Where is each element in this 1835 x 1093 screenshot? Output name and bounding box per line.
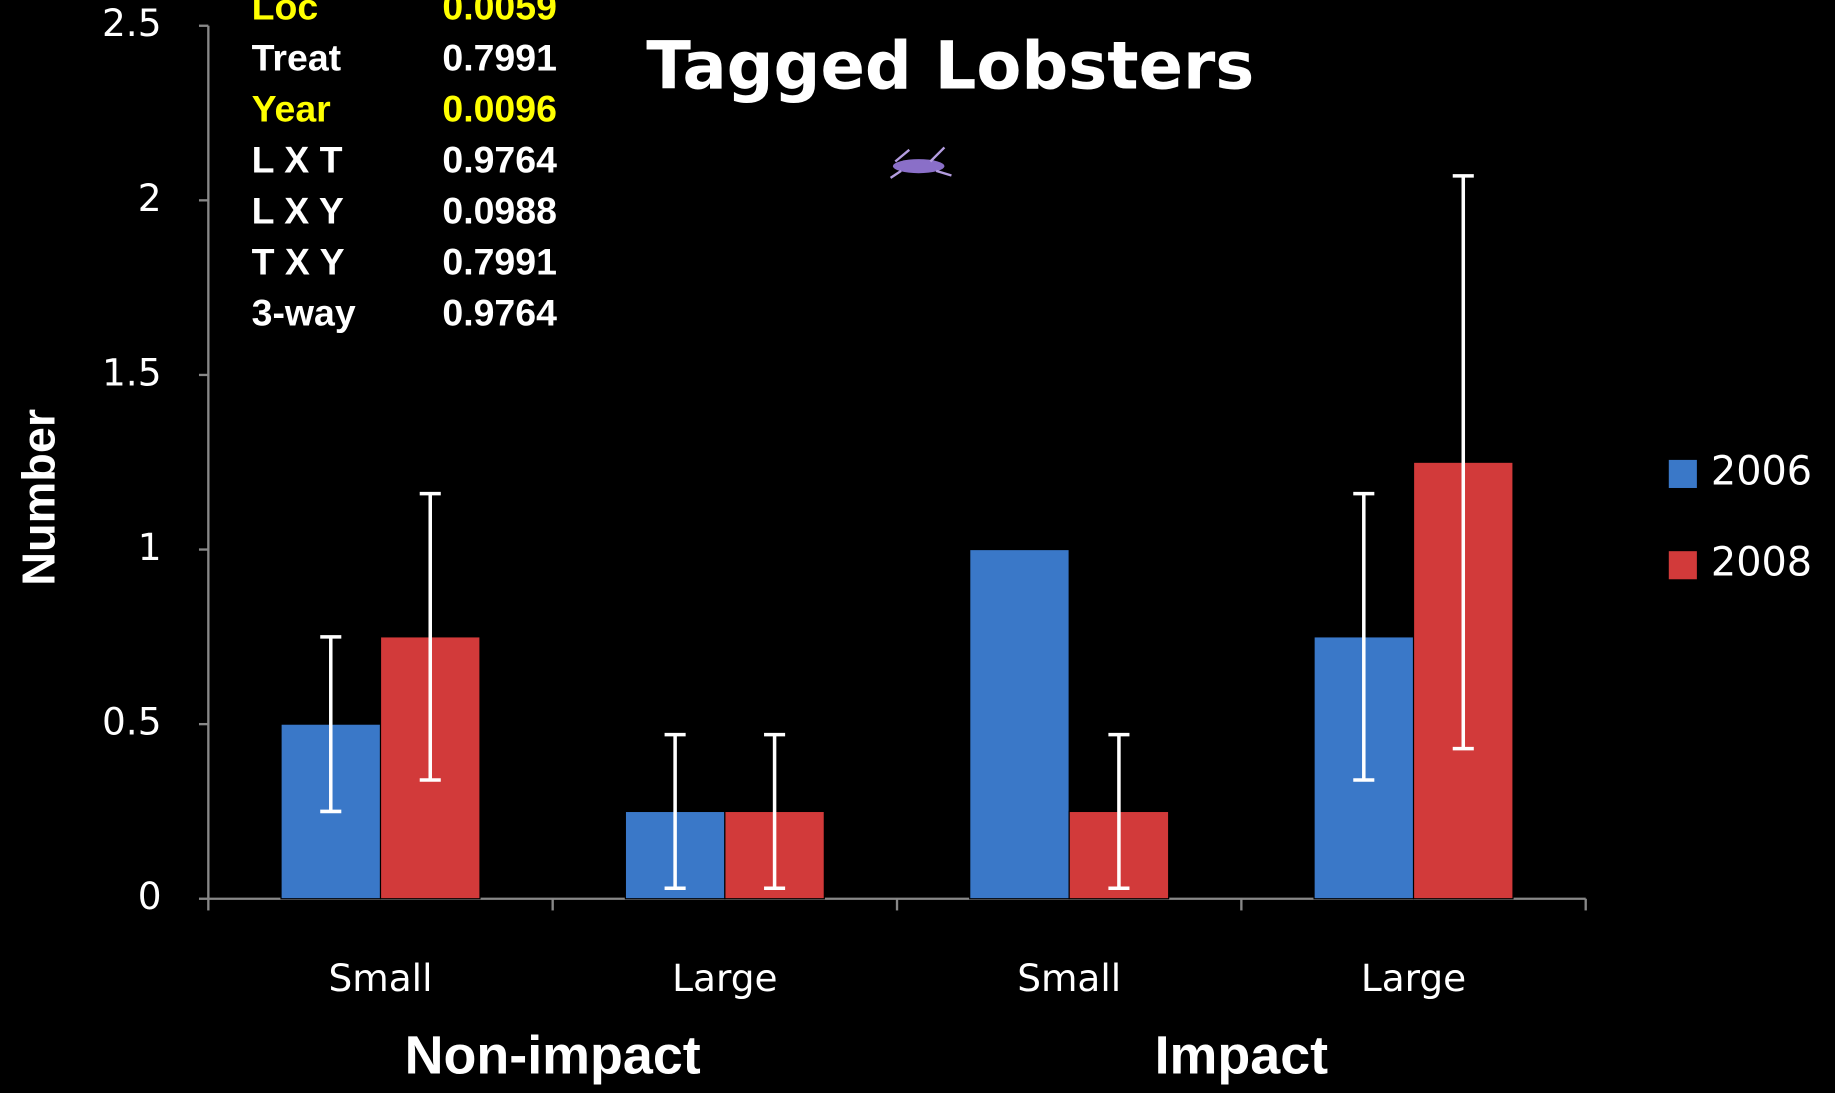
stat-name: 3-way — [252, 291, 356, 333]
y-tick-label: 1 — [138, 525, 162, 569]
stat-name: Loc — [252, 0, 319, 27]
stat-p-value: 0.7991 — [442, 240, 557, 282]
group-label: Impact — [1155, 1025, 1329, 1085]
x-tick-label: Large — [672, 956, 777, 1000]
error-bar — [664, 732, 686, 891]
legend-swatch — [1668, 551, 1697, 580]
stat-p-value: 0.7991 — [442, 36, 557, 78]
stat-p-value: 0.0988 — [442, 189, 557, 231]
y-tick-label: 1.5 — [102, 350, 162, 394]
error-bar — [764, 732, 786, 891]
bar — [969, 548, 1070, 900]
stat-name: Year — [252, 87, 331, 129]
y-axis-label: Number — [13, 409, 65, 586]
y-tick-label: 0 — [138, 874, 162, 918]
group-label: Non-impact — [405, 1025, 701, 1085]
stat-p-value: 0.0059 — [442, 0, 557, 27]
stat-p-value: 0.9764 — [442, 138, 557, 180]
stat-name: L X T — [252, 138, 343, 180]
y-tick-label: 0.5 — [102, 700, 162, 744]
stat-name: L X Y — [252, 189, 344, 231]
error-bar — [1353, 491, 1375, 782]
legend-swatch — [1668, 459, 1697, 488]
x-tick-label: Small — [329, 956, 433, 1000]
y-tick-label: 2.5 — [102, 1, 162, 45]
y-tick-label: 2 — [138, 176, 162, 220]
error-bar — [1452, 174, 1474, 751]
stat-name: T X Y — [252, 240, 345, 282]
stat-p-value: 0.9764 — [442, 291, 557, 333]
x-tick-label: Large — [1361, 956, 1466, 1000]
error-bar — [320, 635, 342, 814]
x-tick-label: Small — [1017, 956, 1121, 1000]
lobster-icon — [889, 146, 952, 179]
error-bar — [419, 491, 441, 782]
legend-label: 2006 — [1711, 448, 1812, 494]
stat-name: Treat — [252, 36, 342, 78]
legend-label: 2008 — [1711, 540, 1812, 586]
stat-p-value: 0.0096 — [442, 87, 557, 129]
chart-title: Tagged Lobsters — [646, 28, 1254, 104]
error-bar — [1108, 732, 1130, 891]
